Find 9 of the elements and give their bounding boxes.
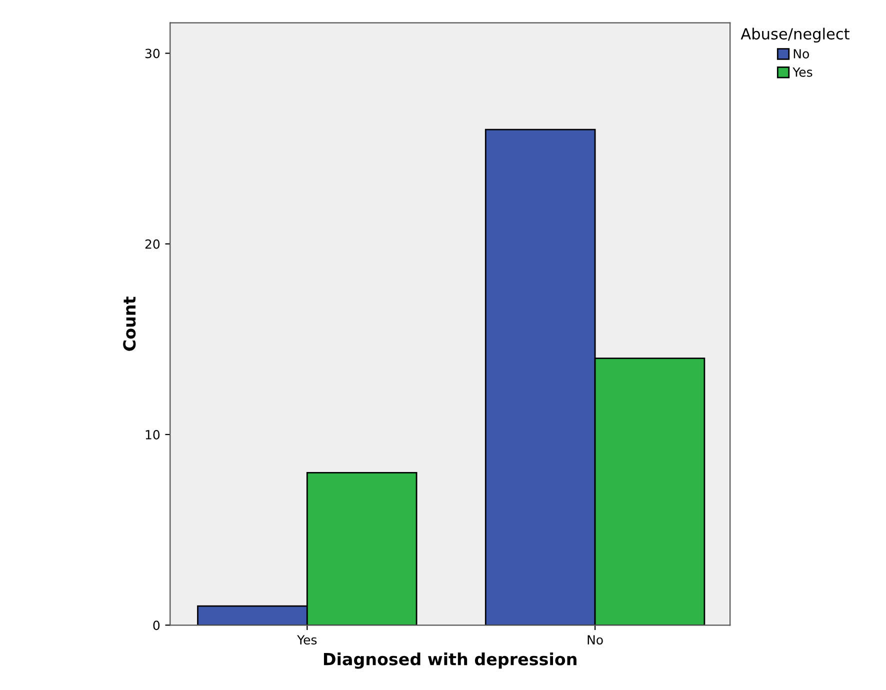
- y-tick-label: 20: [145, 239, 160, 249]
- legend-title: Abuse/neglect: [740, 28, 850, 43]
- legend-label: No: [794, 49, 809, 58]
- legend-label: Yes: [792, 68, 812, 77]
- y-tick-label: 10: [146, 430, 160, 440]
- y-axis-title: Count: [123, 296, 136, 351]
- y-tick-label: 30: [145, 48, 160, 58]
- x-axis-title: Diagnosed with depression: [324, 652, 576, 669]
- y-tick-label: 0: [153, 620, 160, 630]
